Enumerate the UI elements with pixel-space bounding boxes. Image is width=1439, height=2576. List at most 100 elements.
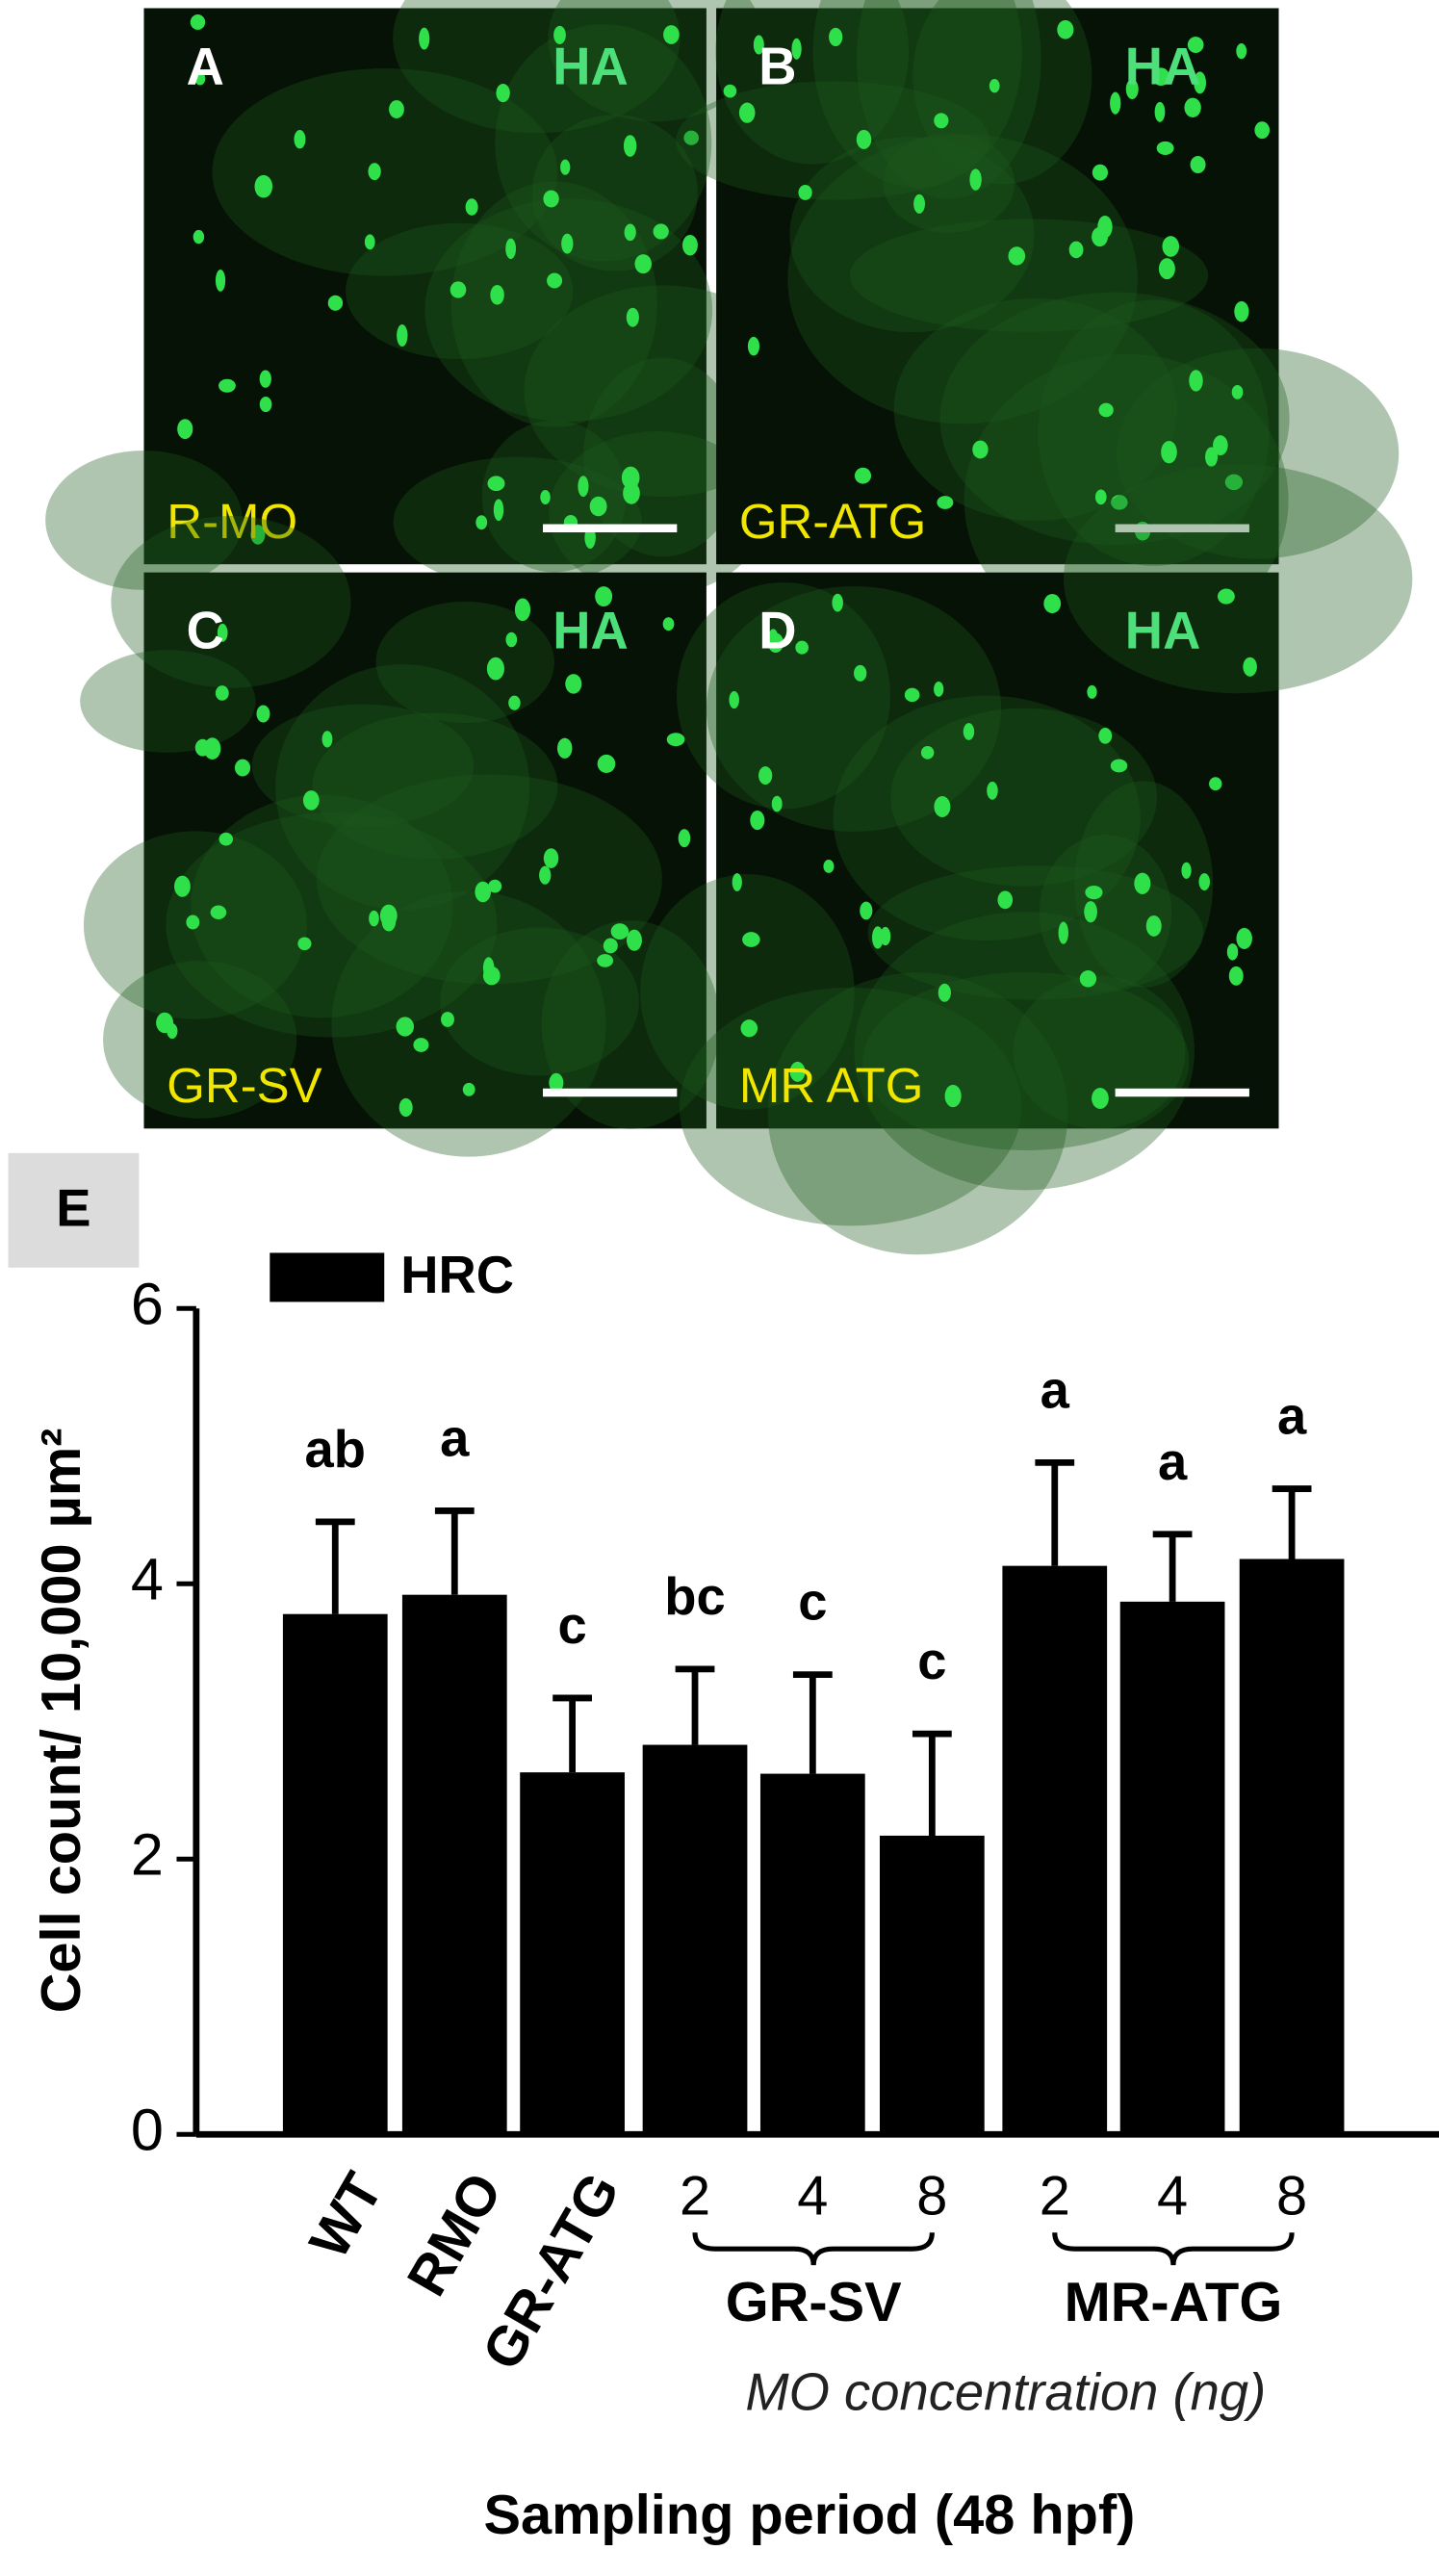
cell xyxy=(1145,914,1162,937)
cell xyxy=(1234,300,1249,322)
cell xyxy=(666,733,685,747)
cell xyxy=(662,617,675,631)
cell xyxy=(450,281,467,298)
cell xyxy=(441,1012,454,1027)
tissue xyxy=(450,181,657,427)
cell xyxy=(193,229,205,245)
cell xyxy=(1158,258,1175,280)
tissue xyxy=(787,134,1138,425)
cell xyxy=(194,738,211,757)
significance-letter: ab xyxy=(305,1420,366,1479)
tissue xyxy=(1063,464,1413,694)
x-tick-label: 8 xyxy=(916,2165,947,2227)
tissue xyxy=(331,890,606,1157)
legend-swatch xyxy=(270,1252,385,1302)
panel-letter: D xyxy=(758,602,796,660)
micrograph xyxy=(143,8,707,565)
cell xyxy=(259,370,271,388)
cell xyxy=(553,25,566,44)
cell xyxy=(729,690,739,709)
micrograph xyxy=(143,572,707,1129)
cell xyxy=(1187,37,1204,53)
cell xyxy=(297,937,312,951)
cell xyxy=(578,476,589,498)
cell xyxy=(508,695,521,710)
cell xyxy=(218,832,234,846)
cell xyxy=(934,113,949,129)
cell xyxy=(217,623,228,642)
x-tick-label: 4 xyxy=(1157,2165,1188,2227)
cell xyxy=(1224,474,1244,491)
cell xyxy=(398,1097,413,1118)
cell xyxy=(1125,79,1139,100)
cell xyxy=(944,1084,962,1108)
cell xyxy=(543,848,559,868)
x-tick-label: 4 xyxy=(797,2165,828,2227)
tissue xyxy=(856,0,1041,199)
tissue xyxy=(867,865,1204,1000)
cell xyxy=(1087,684,1097,699)
cell xyxy=(934,682,944,697)
cell xyxy=(540,490,551,505)
tissue xyxy=(111,516,351,688)
significance-letter: bc xyxy=(664,1567,725,1626)
cell xyxy=(938,983,951,1002)
cell xyxy=(1110,91,1121,115)
cell xyxy=(753,35,764,55)
tissue xyxy=(80,650,256,753)
stain-label: HA xyxy=(1125,602,1201,660)
x-tick-label: WT xyxy=(298,2163,395,2269)
cell xyxy=(565,674,582,694)
cell xyxy=(610,923,630,940)
cell xyxy=(934,796,951,817)
bar xyxy=(282,1613,388,2135)
cell xyxy=(190,13,206,30)
cell xyxy=(1134,872,1151,894)
x-tick-label: RMO xyxy=(396,2163,514,2306)
tissue xyxy=(767,972,1068,1255)
significance-letter: a xyxy=(1277,1387,1307,1446)
tissue xyxy=(1116,348,1400,559)
cell xyxy=(364,234,375,250)
tissue xyxy=(862,971,1190,1150)
cell xyxy=(487,476,505,492)
cell xyxy=(854,467,872,484)
cell xyxy=(369,910,379,927)
cell xyxy=(997,890,1014,910)
cell xyxy=(1190,156,1206,174)
tissue xyxy=(1039,834,1172,992)
tissue xyxy=(890,708,1157,887)
cell xyxy=(174,875,191,897)
cell xyxy=(254,174,273,198)
tissue xyxy=(541,920,720,1129)
tissue xyxy=(548,0,763,122)
cell xyxy=(1084,901,1097,923)
tissue xyxy=(45,450,243,590)
cell xyxy=(1057,20,1074,39)
tissue xyxy=(676,81,990,200)
panel-letter: C xyxy=(187,602,224,660)
panel-letter: A xyxy=(187,37,224,95)
bar xyxy=(401,1594,507,2135)
tissue xyxy=(939,292,1290,546)
bar xyxy=(1239,1558,1345,2135)
cell xyxy=(505,238,517,260)
cell xyxy=(486,657,504,681)
tissue xyxy=(191,794,453,1018)
cell xyxy=(1228,966,1244,986)
cell xyxy=(663,25,680,44)
cell xyxy=(1008,246,1026,266)
cell xyxy=(490,284,504,305)
cell xyxy=(1043,594,1062,613)
cell xyxy=(683,130,699,145)
cell xyxy=(1198,873,1211,890)
cell xyxy=(1152,67,1170,87)
cell xyxy=(597,954,614,967)
y-tick-label: 6 xyxy=(131,1271,164,1336)
cell xyxy=(913,193,926,214)
cell xyxy=(321,731,333,748)
group-brace xyxy=(1052,2232,1295,2266)
cell xyxy=(723,84,737,98)
cell xyxy=(177,419,193,440)
cell xyxy=(1231,384,1244,399)
